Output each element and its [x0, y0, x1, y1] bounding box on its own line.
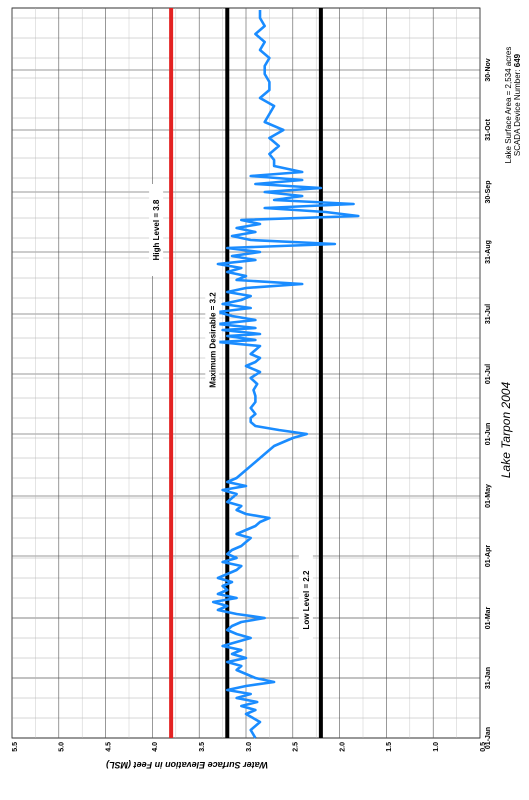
chart-grid: [11, 7, 481, 739]
y-tick-label: 2.0: [339, 742, 346, 752]
x-tick-label: 01-Mar: [485, 606, 492, 629]
x-tick-label: 01-Jul: [485, 364, 492, 384]
y-tick-label: 5.5: [12, 742, 19, 752]
surface-area-label: Lake Surface Area = 2,534 acres: [504, 47, 513, 164]
x-tick-label: 01-May: [485, 484, 492, 508]
y-tick-label: 0.5: [480, 742, 487, 752]
y-tick-label: 5.0: [59, 742, 66, 752]
scada-device-label: SCADA Device Number:: [513, 69, 522, 156]
reference-label-bg: [205, 294, 220, 386]
y-tick-label: 1.0: [433, 742, 440, 752]
x-tick-label: 01-Jun: [485, 423, 492, 446]
reference-lines: [169, 8, 323, 738]
reference-label: Low Level = 2.2: [302, 570, 311, 629]
tick-labels: 5.5 5.0 4.5 4.0 3.5 3.0 2.5 2.0 1.5 1.0 0.501-Jan 3…: [12, 58, 492, 752]
x-tick-label: 01-Jan: [485, 727, 492, 749]
scada-device-number: 649: [513, 53, 522, 67]
x-tick-label: 30-Sep: [485, 181, 492, 204]
y-tick-label: 4.0: [152, 742, 159, 752]
x-tick-label: 01-Apr: [485, 545, 492, 567]
y-tick-label: 1.5: [386, 742, 393, 752]
series-layer: [211, 10, 360, 739]
x-tick-label: 30-Nov: [485, 58, 492, 81]
svg-text:SCADA Device Number: 649: SCADA Device Number: 649: [513, 53, 522, 156]
reference-label: Maximum Desirable = 3.2: [208, 292, 217, 388]
reference-label-bg: [149, 184, 164, 276]
scada-device: SCADA Device Number: 649: [513, 53, 522, 156]
chart-title: Lake Tarpon 2004: [499, 382, 513, 479]
labels-layer: High Level = 3.8 Maximum Desirable = 3.2 L…: [149, 184, 313, 646]
reference-label: High Level = 3.8: [152, 199, 161, 260]
y-tick-label: 3.0: [246, 742, 253, 752]
y-tick-label: 3.5: [199, 742, 206, 752]
x-tick-label: 31-Aug: [485, 240, 492, 264]
x-tick-label: 31-Jan: [485, 667, 492, 689]
y-tick-label: 2.5: [293, 742, 300, 752]
x-tick-label: 31-Oct: [485, 118, 492, 140]
reference-label-bg: [298, 554, 313, 646]
water-level-line: [211, 10, 360, 739]
y-tick-label: 4.5: [105, 742, 112, 752]
x-tick-label: 31-Jul: [485, 304, 492, 324]
y-axis-label: Water Surface Elevation in Feet (MSL): [106, 760, 268, 770]
